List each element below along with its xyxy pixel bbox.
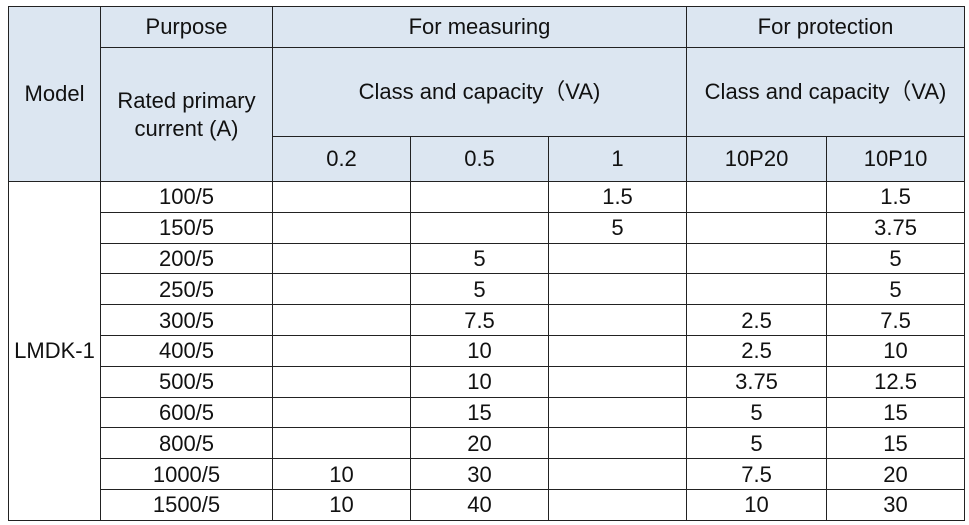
value-cell: 10 (272, 488, 411, 521)
data-row: LMDK-1 100/5 1.5 1.5 (8, 181, 966, 521)
value-cell: 5 (410, 273, 549, 306)
value-cell: 1.5 (826, 181, 966, 213)
value-cell (547, 427, 688, 460)
purpose-header: Purpose (100, 6, 273, 48)
value-cell (272, 396, 411, 429)
value-cell: 5 (826, 273, 966, 306)
value-cell (272, 181, 411, 213)
current-cell: 400/5 (100, 334, 273, 367)
value-cell: 12.5 (826, 365, 966, 398)
spec-table: Model Purpose For measuring For protecti… (8, 6, 966, 521)
value-cell: 3.75 (686, 365, 828, 398)
data-row: 150/5 5 3.75 (9, 211, 966, 244)
value-cell (272, 304, 411, 336)
value-cell (686, 242, 828, 275)
class-label: 10P20 (686, 136, 828, 182)
rated-header: Rated primary current (A) (100, 47, 273, 182)
value-cell (686, 273, 828, 306)
value-cell: 40 (410, 488, 549, 521)
value-cell: 20 (410, 427, 549, 460)
value-cell: 5 (826, 242, 966, 275)
data-row: 800/5 20 5 15 (9, 427, 966, 460)
data-row: 200/5 5 5 (9, 242, 966, 275)
value-cell: 7.5 (686, 458, 828, 490)
header-row: Model Purpose For measuring For protecti… (8, 6, 966, 182)
table-body: LMDK-1 100/5 1.5 1.5 150/5 5 3.75 200/5 5 5 250/5 5… (8, 181, 966, 521)
current-cell: 300/5 (100, 304, 273, 336)
value-cell (547, 458, 688, 490)
class-label: 0.5 (410, 136, 549, 182)
value-cell (272, 273, 411, 306)
data-row: 500/5 10 3.75 12.5 (9, 365, 966, 398)
class-label: 1 (547, 136, 688, 182)
measuring-header: For measuring (271, 6, 688, 48)
model-cell: LMDK-1 (8, 181, 101, 521)
value-cell (410, 181, 549, 213)
class-label: 10P10 (826, 136, 966, 182)
data-row: 400/5 10 2.5 10 (9, 334, 966, 367)
header-row: 0.2 0.5 1 10P20 10P10 (9, 136, 966, 182)
current-cell: 200/5 (100, 242, 273, 275)
value-cell: 2.5 (686, 334, 828, 367)
class-label: 0.2 (272, 136, 411, 182)
value-cell (547, 334, 688, 367)
class-header: Class and capacity（VA) (271, 47, 688, 137)
value-cell: 20 (826, 458, 966, 490)
current-cell: 150/5 (100, 211, 273, 244)
model-header: Model (8, 6, 101, 182)
value-cell: 10 (686, 488, 828, 521)
value-cell: 5 (686, 396, 828, 429)
value-cell (272, 365, 411, 398)
current-cell: 1000/5 (100, 458, 273, 490)
value-cell (547, 242, 688, 275)
value-cell: 5 (547, 211, 688, 244)
current-cell: 500/5 (100, 365, 273, 398)
value-cell (272, 334, 411, 367)
value-cell (410, 211, 549, 244)
current-cell: 600/5 (100, 396, 273, 429)
header-row: Rated primary current (A) Class and capa… (9, 47, 966, 182)
protection-header: For protection (686, 6, 966, 48)
value-cell: 5 (686, 427, 828, 460)
class-header: Class and capacity（VA) (686, 47, 966, 137)
value-cell (547, 488, 688, 521)
value-cell (547, 396, 688, 429)
value-cell (272, 427, 411, 460)
value-cell (686, 211, 828, 244)
value-cell: 30 (826, 488, 966, 521)
data-row: 300/5 7.5 2.5 7.5 (9, 304, 966, 336)
data-row: 1000/5 10 30 7.5 20 (9, 458, 966, 490)
value-cell (686, 181, 828, 213)
value-cell: 10 (826, 334, 966, 367)
value-cell: 30 (410, 458, 549, 490)
value-cell: 15 (410, 396, 549, 429)
data-row: 600/5 15 5 15 (9, 396, 966, 429)
value-cell (547, 365, 688, 398)
value-cell: 1.5 (547, 181, 688, 213)
current-cell: 1500/5 (100, 488, 273, 521)
value-cell (547, 273, 688, 306)
value-cell: 7.5 (410, 304, 549, 336)
value-cell: 15 (826, 396, 966, 429)
value-cell: 7.5 (826, 304, 966, 336)
value-cell (272, 242, 411, 275)
value-cell: 2.5 (686, 304, 828, 336)
value-cell: 3.75 (826, 211, 966, 244)
table-header: Model Purpose For measuring For protecti… (8, 6, 966, 182)
value-cell (547, 304, 688, 336)
value-cell: 15 (826, 427, 966, 460)
data-row: 1500/5 10 40 10 30 (9, 488, 966, 521)
value-cell: 5 (410, 242, 549, 275)
value-cell (272, 211, 411, 244)
value-cell: 10 (272, 458, 411, 490)
current-cell: 100/5 (100, 181, 273, 213)
current-cell: 250/5 (100, 273, 273, 306)
value-cell: 10 (410, 365, 549, 398)
value-cell: 10 (410, 334, 549, 367)
current-cell: 800/5 (100, 427, 273, 460)
data-row: 250/5 5 5 (9, 273, 966, 306)
